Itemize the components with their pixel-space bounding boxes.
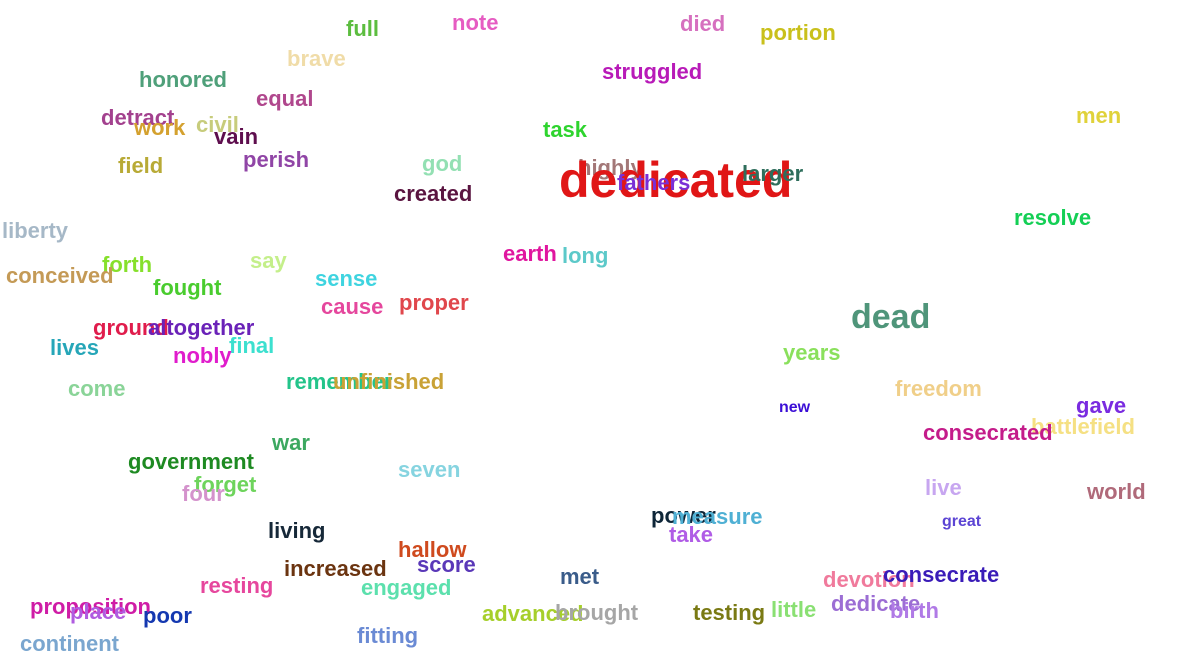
word-unfinished: unfinished (333, 369, 445, 394)
word-fathers: fathers (617, 170, 691, 195)
word-ground: ground (93, 315, 169, 340)
word-power: power (651, 503, 716, 528)
word-field: field (118, 153, 164, 178)
word-brave: brave (287, 46, 346, 71)
word-measure: measure (672, 504, 763, 529)
word-note: note (452, 10, 499, 35)
word-resolve: resolve (1014, 205, 1092, 230)
word-forth: forth (102, 252, 153, 277)
word-proposition: proposition (30, 594, 151, 619)
word-created: created (394, 181, 473, 206)
word-resting: resting (200, 573, 274, 598)
word-full: full (346, 16, 379, 41)
word-forget: forget (194, 472, 257, 497)
word-final: final (229, 333, 275, 358)
word-died: died (680, 11, 726, 36)
word-birth: birth (890, 598, 939, 623)
word-perish: perish (243, 147, 310, 172)
word-civil: civil (196, 112, 239, 137)
word-great: great (942, 513, 982, 530)
word-hallow: hallow (398, 537, 467, 562)
word-new: new (779, 399, 811, 416)
word-conceived: conceived (6, 263, 114, 288)
word-fitting: fitting (357, 623, 419, 648)
word-met: met (560, 564, 600, 589)
word-proper: proper (399, 290, 469, 315)
word-larger: larger (742, 161, 804, 186)
word-consecrated: consecrated (923, 420, 1053, 445)
word-god: god (422, 151, 463, 176)
word-place: place (70, 599, 127, 624)
word-long: long (562, 243, 609, 268)
word-battlefield: battlefield (1031, 414, 1135, 439)
word-consecrate: consecrate (883, 562, 1000, 587)
word-fought: fought (153, 275, 222, 300)
word-war: war (272, 430, 310, 455)
word-nobly: nobly (173, 343, 232, 368)
word-live: live (925, 475, 962, 500)
word-world: world (1087, 479, 1146, 504)
word-take: take (669, 522, 714, 547)
word-score: score (417, 552, 476, 577)
word-brought: brought (555, 600, 639, 625)
word-work: work (134, 115, 186, 140)
word-say: say (250, 248, 287, 273)
word-men: men (1076, 103, 1122, 128)
word-struggled: struggled (602, 59, 703, 84)
word-come: come (68, 376, 126, 401)
word-years: years (783, 340, 841, 365)
word-task: task (543, 117, 588, 142)
word-earth: earth (503, 241, 557, 266)
word-highly: highly (578, 155, 643, 180)
word-living: living (268, 518, 326, 543)
word-portion: portion (760, 20, 836, 45)
word-equal: equal (256, 86, 314, 111)
word-engaged: engaged (361, 575, 452, 600)
word-sense: sense (315, 266, 378, 291)
word-liberty: liberty (2, 218, 69, 243)
word-honored: honored (139, 67, 227, 92)
word-lives: lives (50, 335, 99, 360)
word-devotion: devotion (823, 567, 915, 592)
word-seven: seven (398, 457, 461, 482)
word-poor: poor (143, 603, 192, 628)
word-altogether: altogether (148, 315, 255, 340)
word-continent: continent (20, 631, 119, 656)
word-vain: vain (214, 124, 259, 149)
word-detract: detract (101, 105, 175, 130)
word-cause: cause (321, 294, 384, 319)
word-remember: remember (286, 369, 393, 394)
word-dedicated: dedicated (559, 152, 793, 208)
word-dead: dead (851, 298, 931, 336)
word-freedom: freedom (895, 376, 982, 401)
word-increased: increased (284, 556, 387, 581)
word-advanced: advanced (482, 601, 584, 626)
word-four: four (182, 481, 225, 506)
word-dedicate: dedicate (831, 591, 921, 616)
word-gave: gave (1076, 393, 1127, 418)
word-testing: testing (693, 600, 766, 625)
word-government: government (128, 449, 254, 474)
word-little: little (771, 597, 817, 622)
